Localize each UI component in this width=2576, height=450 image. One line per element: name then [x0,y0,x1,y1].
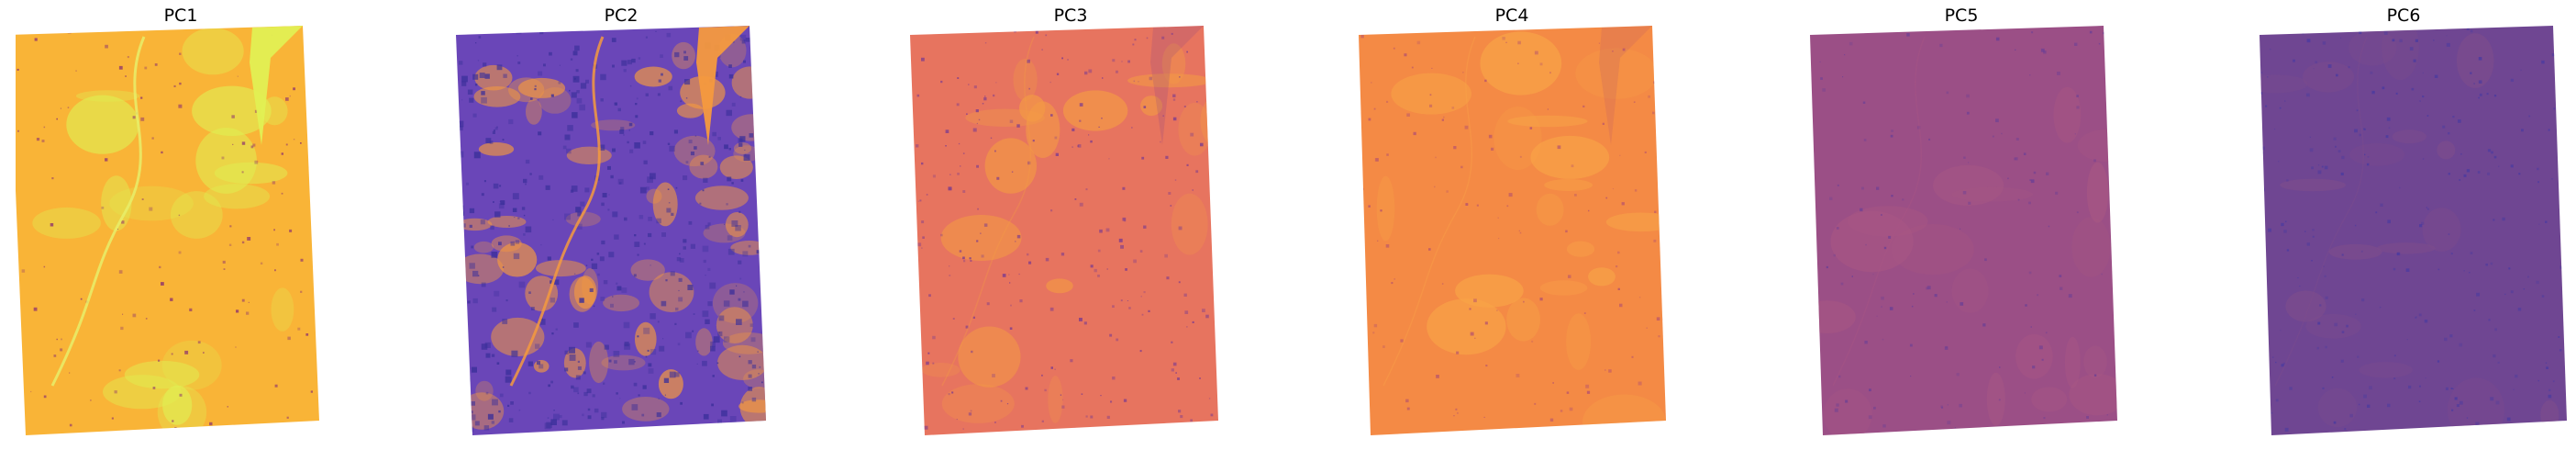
panel-title: PC3 [1053,6,1088,26]
pc4-image [1359,26,1666,435]
panel-pc4: PC4 [1347,0,1677,450]
panel-title: PC2 [604,6,638,26]
pc5-image [1810,26,2117,435]
pc6-image [2260,26,2567,435]
raster-footprint [1810,26,2117,435]
pc1-image [16,26,319,435]
raster-texture [456,26,766,435]
pc3-image [910,26,1218,435]
raster-texture [17,26,319,435]
panel-title: PC4 [1494,6,1529,26]
panel-pc5: PC5 [1796,0,2126,450]
panel-pc1: PC1 [16,0,346,450]
panel-title: PC5 [1944,6,1979,26]
panel-title: PC1 [163,6,198,26]
panel-pc6: PC6 [2238,0,2569,450]
pc2-image [456,26,766,435]
panel-title: PC6 [2386,6,2421,26]
panel-pc2: PC2 [456,0,786,450]
panel-pc3: PC3 [905,0,1236,450]
raster-footprint [2260,26,2567,435]
raster-texture [1359,26,1666,435]
